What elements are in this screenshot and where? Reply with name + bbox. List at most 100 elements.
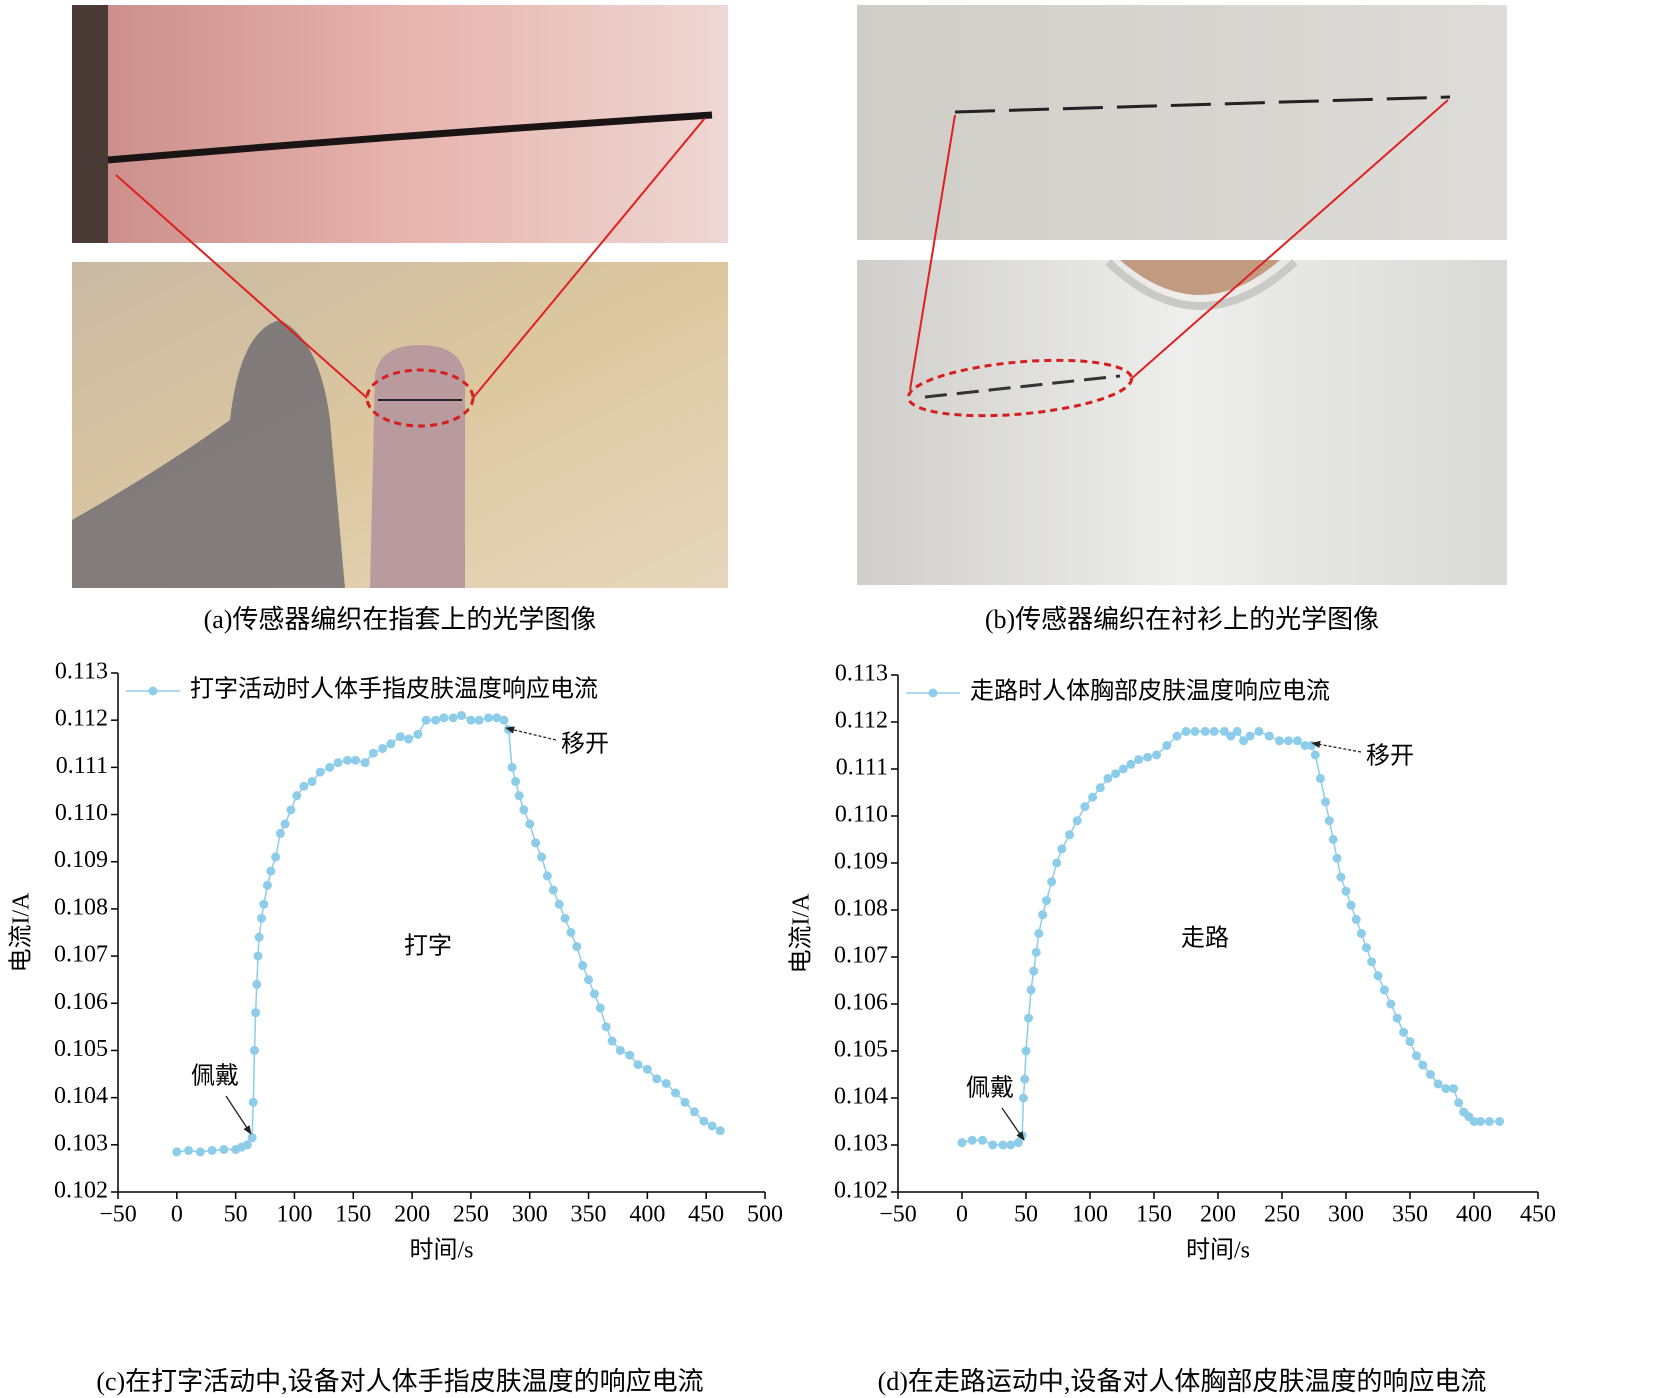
x-tick-label: 300 (512, 1202, 548, 1228)
caption: (b)传感器编织在衬衫上的光学图像 (985, 605, 1379, 634)
data-point (262, 880, 272, 890)
x-tick-label: 400 (629, 1202, 665, 1228)
data-point (525, 819, 535, 829)
data-point (1226, 731, 1236, 741)
data-point (474, 715, 484, 725)
x-tick-label: 150 (1136, 1202, 1172, 1228)
data-point (511, 777, 521, 787)
y-tick-label: 0.103 (54, 1130, 108, 1156)
sensor-thread (954, 95, 1451, 114)
x-tick-label: 450 (1520, 1202, 1556, 1228)
y-tick-label: 0.113 (835, 661, 888, 687)
annotation-arrow (1311, 740, 1362, 753)
data-point (247, 1133, 257, 1143)
data-point (280, 819, 290, 829)
data-point (333, 758, 343, 768)
data-point (325, 762, 335, 772)
data-point (1018, 1093, 1028, 1103)
data-point (266, 866, 276, 876)
data-point (1292, 736, 1302, 746)
y-tick-label: 0.109 (54, 847, 108, 873)
data-point (249, 1045, 259, 1055)
legend-marker (928, 688, 938, 698)
data-point (1399, 1027, 1409, 1037)
data-point (1200, 726, 1210, 736)
data-point (259, 899, 269, 909)
data-point (1162, 741, 1172, 750)
data-point (360, 758, 370, 768)
x-tick-label: 200 (1200, 1202, 1236, 1228)
x-tick-label: 350 (571, 1202, 607, 1228)
y-tick-label: 0.108 (54, 894, 108, 920)
photo-b-wide (857, 260, 1507, 585)
photo-a-zoom (72, 5, 728, 243)
finger (370, 345, 465, 588)
data-point (633, 1060, 643, 1070)
data-point (1310, 750, 1320, 760)
data-point (1392, 1013, 1402, 1023)
data-point (1361, 943, 1371, 953)
data-point (589, 989, 599, 999)
data-point (1239, 736, 1249, 746)
data-point (1411, 1051, 1421, 1061)
legend-label: 打字活动时人体手指皮肤温度响应电流 (190, 676, 598, 703)
data-point (1324, 816, 1334, 826)
data-point (531, 838, 541, 848)
annotation: 移开 (561, 731, 609, 758)
data-point (1449, 1084, 1459, 1094)
y-tick-label: 0.108 (834, 896, 888, 922)
data-point (1351, 914, 1361, 924)
data-point (1190, 726, 1200, 736)
data-point (413, 729, 423, 739)
data-point (1405, 1037, 1415, 1047)
data-point (1103, 773, 1113, 783)
data-point (386, 739, 396, 749)
y-tick-label: 0.111 (56, 753, 108, 779)
y-axis-label: 电流I/A (788, 893, 815, 974)
data-point (368, 748, 378, 758)
data-point (625, 1050, 635, 1060)
data-point (1041, 896, 1051, 906)
data-point (1300, 741, 1310, 750)
data-point (1475, 1117, 1485, 1126)
data-point (1328, 835, 1338, 844)
data-point (519, 805, 529, 815)
data-point (642, 1064, 652, 1074)
x-tick-label: 400 (1456, 1202, 1492, 1228)
annotation: 走路 (1181, 925, 1229, 952)
data-point (271, 852, 281, 862)
data-point (1181, 726, 1191, 736)
sensor-thread (924, 374, 1121, 399)
data-point (671, 1088, 681, 1098)
annotation: 移开 (1366, 743, 1414, 770)
data-point (251, 1008, 261, 1018)
x-tick-label: 0 (171, 1202, 183, 1228)
y-tick-label: 0.110 (55, 800, 108, 826)
pointer-arrow (1129, 99, 1449, 381)
data-point (286, 805, 296, 815)
data-point (242, 1140, 252, 1150)
y-tick-label: 0.111 (836, 755, 888, 781)
x-tick-label: −50 (879, 1202, 917, 1228)
y-tick-label: 0.105 (54, 1036, 108, 1062)
photo-edge (72, 5, 108, 243)
data-point (466, 715, 476, 725)
data-point (275, 828, 285, 838)
data-point (1080, 802, 1090, 812)
data-point (1072, 816, 1082, 826)
data-point (661, 1078, 671, 1088)
y-tick-label: 0.103 (834, 1131, 888, 1157)
y-tick-label: 0.106 (834, 990, 888, 1016)
data-point (1367, 957, 1377, 967)
data-point (1219, 726, 1229, 736)
y-tick-label: 0.102 (54, 1178, 108, 1204)
data-point (292, 791, 302, 801)
data-point (395, 732, 405, 742)
data-point (1143, 752, 1153, 762)
data-point (431, 715, 441, 725)
data-point (1356, 929, 1366, 938)
data-point (1038, 910, 1048, 920)
data-point (615, 1045, 625, 1055)
data-point (1315, 773, 1325, 783)
legend-label: 走路时人体胸部皮肤温度响应电流 (970, 678, 1330, 705)
